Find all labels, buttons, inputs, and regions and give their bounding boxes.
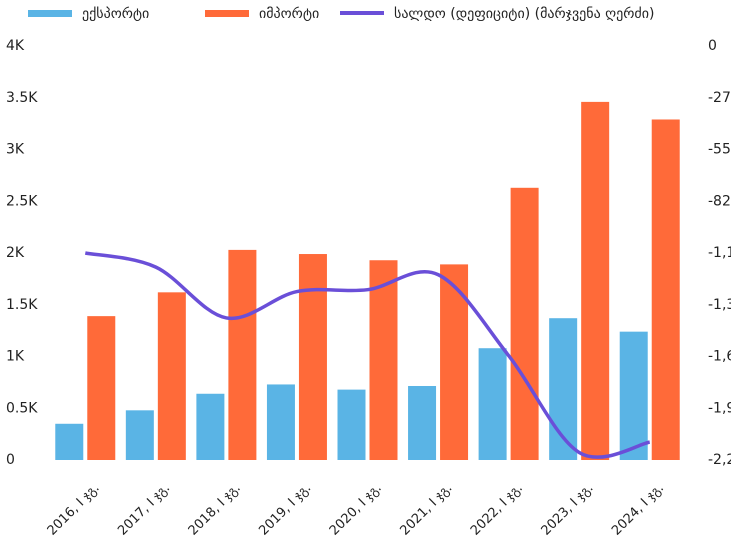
bar (440, 264, 469, 460)
bar (408, 385, 437, 460)
y-tick-label: 0 (6, 452, 15, 468)
x-tick-label: 2023, I ჯგ. (539, 481, 597, 539)
y-tick-label: 2K (6, 245, 25, 261)
x-tick-label: 2017, I ჯგ. (115, 481, 173, 539)
y2-tick-label: -275 (708, 90, 731, 106)
y-tick-label: 4K (6, 38, 25, 54)
x-tick-label: 2024, I ჯგ. (609, 481, 667, 539)
bar (619, 331, 648, 460)
y2-tick-label: -1,100 (708, 245, 731, 261)
y2-tick-label: -2,200 (708, 452, 731, 468)
x-tick-label: 2019, I ჯგ. (256, 481, 314, 539)
legend-label: სალდო (დეფიციტი) (მარჯვენა ღერძი) (394, 5, 654, 22)
bar (266, 384, 295, 460)
legend-swatch (205, 10, 249, 17)
bar (157, 292, 186, 460)
y2-tick-label: -1,650 (708, 349, 731, 365)
y-tick-label: 1K (6, 349, 25, 365)
bar (298, 254, 327, 460)
bar (87, 316, 116, 460)
legend-label: იმპორტი (259, 5, 319, 22)
x-tick-label: 2022, I ჯგ. (468, 481, 526, 539)
bar (55, 423, 84, 460)
x-tick-label: 2018, I ჯგ. (186, 481, 244, 539)
bar (196, 393, 225, 460)
x-tick-label: 2016, I ჯგ. (45, 481, 103, 539)
y-tick-label: 3.5K (6, 90, 38, 106)
bar (581, 101, 610, 460)
y2-tick-label: -1,925 (708, 400, 731, 416)
y-tick-label: 1.5K (6, 297, 38, 313)
legend-swatch (340, 11, 384, 15)
bar (510, 187, 539, 461)
y2-tick-label: 0 (708, 38, 717, 54)
bar (478, 348, 507, 460)
bar (228, 249, 257, 460)
y-tick-label: 3K (6, 142, 25, 158)
bar (369, 260, 398, 460)
bar (125, 410, 154, 460)
bar (651, 119, 680, 461)
x-tick-label: 2020, I ჯგ. (327, 481, 385, 539)
x-tick-label: 2021, I ჯგ. (397, 481, 455, 539)
legend-label: ექსპორტი (82, 5, 149, 22)
y2-tick-label: -550 (708, 142, 731, 158)
bar (337, 389, 366, 460)
line (84, 251, 651, 459)
y2-tick-label: -1,375 (708, 297, 731, 313)
y-tick-label: 0.5K (6, 400, 38, 416)
y-tick-label: 2.5K (6, 193, 38, 209)
y2-tick-label: -825 (708, 193, 731, 209)
legend-swatch (28, 10, 72, 17)
